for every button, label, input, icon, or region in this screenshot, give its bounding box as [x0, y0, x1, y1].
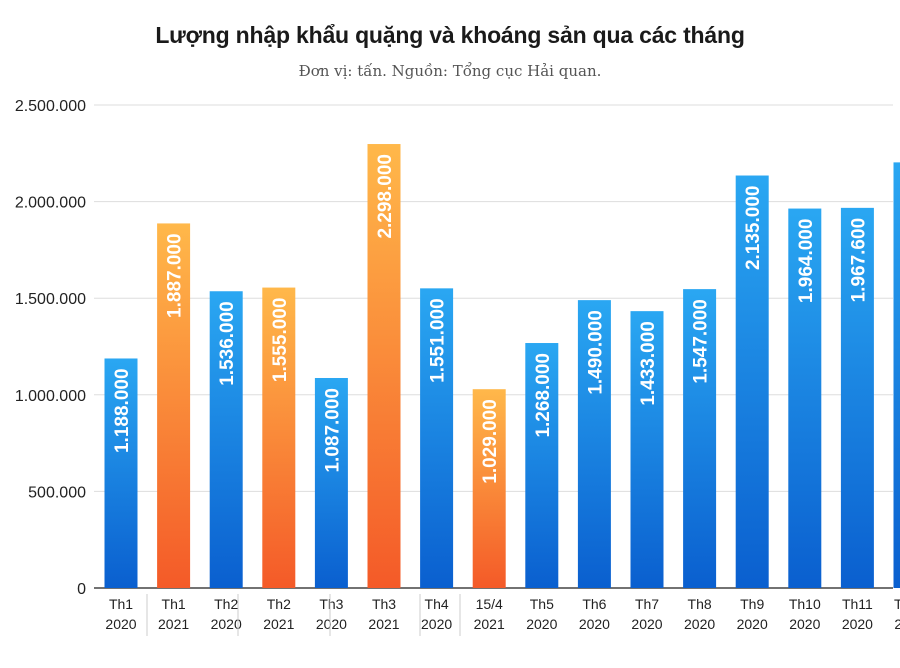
value-label: 1.964.000 — [796, 219, 817, 304]
y-tick-label: 1.000.000 — [15, 388, 86, 405]
bar-Th1-2020 — [104, 358, 138, 588]
x-tick-year: 2020 — [737, 616, 768, 632]
bar-Th11-2020 — [840, 207, 874, 588]
x-tick-month: Th4 — [425, 596, 449, 612]
chart-subtitle: Đơn vị: tấn. Nguồn: Tổng cục Hải quan. — [298, 62, 602, 80]
bar-Th7-2020 — [630, 311, 664, 588]
bar-15-4-2021 — [472, 389, 506, 588]
chart-title: Lượng nhập khẩu quặng và khoáng sản qua … — [155, 22, 745, 48]
value-label: 2.135.000 — [743, 186, 764, 271]
x-tick-year: 2020 — [631, 616, 662, 632]
y-tick-label: 1.500.000 — [15, 291, 86, 308]
x-tick-month: Th5 — [530, 596, 554, 612]
bar-Th3-2021 — [367, 144, 401, 588]
x-tick-year: 2020 — [211, 616, 242, 632]
x-tick-month: Th1 — [109, 596, 133, 612]
x-axis: Th1 2020 Th1 2021 Th2 2020 Th2 2021 Th3 2020 Th3 20… — [105, 594, 900, 636]
y-tick-label: 2.500.000 — [15, 98, 86, 115]
y-tick-label: 0 — [77, 581, 86, 598]
x-tick-year: 2020 — [894, 616, 900, 632]
value-label: 1.551.000 — [428, 298, 449, 383]
bar-Th6-2020 — [577, 300, 611, 588]
x-tick-year: 2020 — [684, 616, 715, 632]
value-label: 1.087.000 — [322, 388, 343, 473]
x-tick-month: Th9 — [740, 596, 764, 612]
x-tick-month: Th7 — [635, 596, 659, 612]
x-tick-year: 2020 — [526, 616, 557, 632]
x-tick-year: 2021 — [368, 616, 399, 632]
x-tick-month: Th8 — [688, 596, 712, 612]
value-label: 1.555.000 — [270, 298, 291, 383]
x-tick-month: Th3 — [319, 596, 343, 612]
bar-Th9-2020 — [735, 175, 769, 588]
value-label: 1.536.000 — [217, 301, 238, 386]
bar-Th3-2020 — [314, 377, 348, 588]
x-tick-year: 2021 — [158, 616, 189, 632]
x-tick-month: Th6 — [582, 596, 606, 612]
x-tick-month: Th1 — [162, 596, 186, 612]
x-tick-year: 2020 — [842, 616, 873, 632]
x-tick-month: Th2 — [267, 596, 291, 612]
y-axis: 0 500.000 1.000.000 1.500.000 2.000.000 2.500… — [15, 98, 86, 598]
y-tick-label: 2.000.000 — [15, 195, 86, 212]
bars — [104, 144, 900, 589]
x-tick-year: 2020 — [316, 616, 347, 632]
bar-Th1-2021 — [157, 223, 191, 589]
x-tick-year: 2020 — [421, 616, 452, 632]
value-label: 1.188.000 — [112, 368, 133, 453]
value-label: 1.029.000 — [480, 399, 501, 484]
bar-Th10-2020 — [788, 208, 822, 588]
bar-Th12-2020 — [893, 162, 900, 588]
x-tick-year: 2020 — [789, 616, 820, 632]
bar-Th2-2020 — [209, 291, 243, 588]
x-tick-month: Th11 — [842, 596, 873, 612]
y-tick-label: 500.000 — [28, 484, 86, 501]
bar-Th4-2020 — [420, 288, 454, 588]
x-tick-month: Th3 — [372, 596, 396, 612]
x-tick-month: 15/4 — [476, 596, 503, 612]
x-tick-month: Th2 — [214, 596, 238, 612]
value-label: 1.433.000 — [638, 321, 659, 406]
bar-Th8-2020 — [683, 289, 717, 588]
value-label: 1.268.000 — [533, 353, 554, 438]
value-label: 1.887.000 — [165, 233, 186, 318]
x-tick-year: 2020 — [105, 616, 136, 632]
x-tick-year: 2021 — [263, 616, 294, 632]
value-label: 1.490.000 — [585, 310, 606, 395]
value-label: 1.547.000 — [691, 299, 712, 384]
x-tick-month: Th10 — [789, 596, 821, 612]
x-tick-year: 2021 — [474, 616, 505, 632]
x-tick-year: 2020 — [579, 616, 610, 632]
value-label: 2.298.000 — [375, 154, 396, 239]
value-label: 1.967.600 — [848, 218, 869, 303]
bar-Th5-2020 — [525, 343, 559, 588]
bar-Th2-2021 — [262, 287, 296, 588]
value-labels: 1.188.000 1.887.000 1.536.000 1.555.000 1.08… — [112, 154, 869, 484]
